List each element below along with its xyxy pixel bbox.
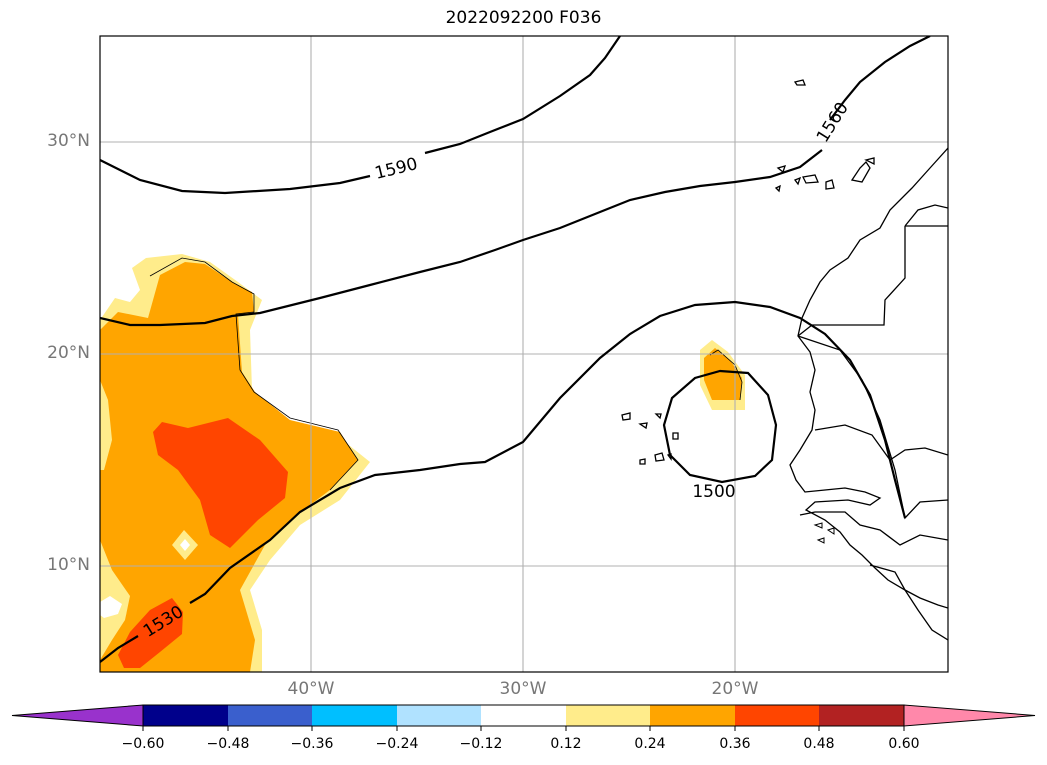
colorbar-tick-label: 0.48 (803, 736, 835, 752)
colorbar-bin-3 (312, 705, 397, 726)
colorbar-tick-label: −0.24 (375, 736, 419, 752)
colorbar-tick-label: 0.12 (550, 736, 582, 752)
colorbar-tick-label: −0.36 (290, 736, 334, 752)
field-outline (149, 257, 359, 491)
colorbar-tick-label: −0.60 (121, 736, 165, 752)
contours (100, 36, 931, 663)
colorbar-bin-2 (228, 705, 312, 726)
colorbar-min-extend (11, 704, 144, 727)
map-title: 2022092200 F036 (445, 8, 602, 28)
colorbar-bin-7 (650, 705, 735, 726)
colorbar-bin-6 (566, 705, 650, 726)
lat-label-30n: 30°N (47, 131, 90, 151)
colorbar-bin-5 (481, 705, 566, 726)
lat-label-10n: 10°N (47, 555, 90, 575)
map-frame (99, 35, 949, 673)
colorbar-bin-1 (143, 705, 228, 726)
contour-label-1560: 1560 (813, 99, 853, 146)
bissagos-islands (813, 522, 835, 544)
colorbar-tick-label: 0.36 (719, 736, 751, 752)
field-white-pockets (100, 539, 190, 618)
lat-label-20n: 20°N (47, 343, 90, 363)
colorbar-bin-8 (735, 705, 819, 726)
colorbar-tick-label: 0.60 (888, 736, 920, 752)
lon-label-30w: 30°W (499, 679, 547, 699)
colorbar-max-extend (903, 704, 1036, 727)
lon-label-40w: 40°W (287, 679, 335, 699)
colorbar (11, 704, 1036, 731)
contour-label-1500: 1500 (692, 482, 735, 502)
colorbar-tick-label: 0.24 (634, 736, 666, 752)
colorbar-tick-label: −0.12 (459, 736, 503, 752)
islands (621, 79, 875, 465)
colorbar-bin-4 (397, 705, 481, 726)
lon-label-20w: 20°W (711, 679, 759, 699)
field-red (118, 418, 288, 668)
gridlines (100, 36, 948, 672)
colorbar-bin-9 (819, 705, 904, 726)
colorbar-tick-label: −0.48 (206, 736, 250, 752)
colorbar-frame (142, 704, 905, 727)
contour-label-1590: 1590 (373, 154, 420, 184)
